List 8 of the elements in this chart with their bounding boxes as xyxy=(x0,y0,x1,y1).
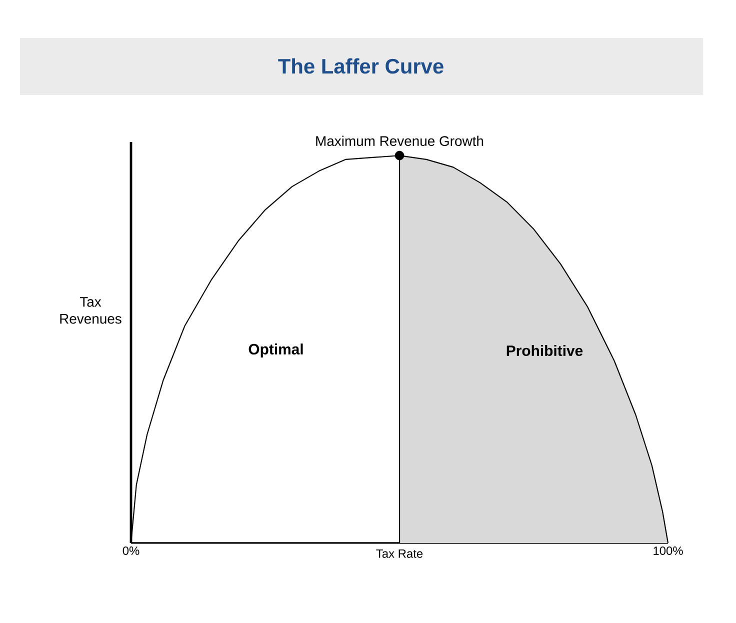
chart-title: The Laffer Curve xyxy=(278,58,444,74)
ref-line-label: Maximum Revenue Growth xyxy=(316,136,484,146)
y-axis-title: Tax Revenues xyxy=(60,297,122,324)
x-axis-title: Tax Rate xyxy=(376,550,423,558)
x-tick-label: 0% xyxy=(122,546,140,555)
annotation: Prohibitive xyxy=(506,345,583,356)
annotation: Optimal xyxy=(248,344,303,358)
x-tick-label: 100% xyxy=(654,546,683,555)
